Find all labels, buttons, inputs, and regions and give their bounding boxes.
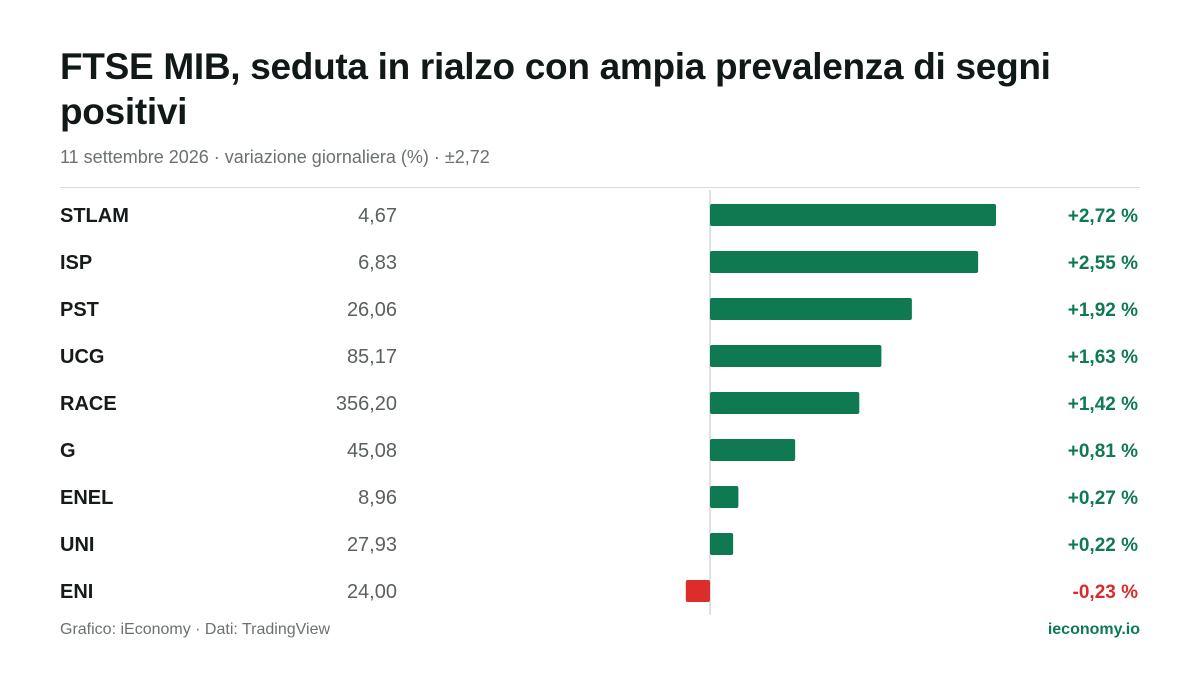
ticker-label: PST [60,299,99,321]
chart-title: FTSE MIB, seduta in rialzo con ampia pre… [60,46,1051,132]
value-label: +1,63 % [1068,347,1138,368]
bar [710,486,739,508]
bar [710,533,734,555]
price-label: 26,06 [347,299,397,321]
price-label: 45,08 [347,440,397,462]
bar [710,204,996,226]
bar [710,392,860,414]
source-credit: Grafico: iEconomy · Dati: TradingView [60,621,331,638]
bar [710,345,882,367]
value-label: +1,92 % [1068,300,1138,321]
header-divider [60,187,1140,188]
ticker-label: UNI [60,534,94,556]
ticker-label: G [60,440,76,462]
value-label: +0,81 % [1068,441,1138,462]
value-label: -0,23 % [1073,582,1139,603]
price-label: 85,17 [347,346,397,368]
price-label: 8,96 [358,487,397,509]
value-label: +2,72 % [1068,206,1138,227]
ticker-label: STLAM [60,205,129,227]
ticker-label: UCG [60,346,104,368]
value-label: +0,27 % [1068,488,1138,509]
ticker-label: ENI [60,581,93,603]
brand-link[interactable]: ieconomy.io [1047,621,1140,638]
price-label: 27,93 [347,534,397,556]
ticker-label: ENEL [60,487,113,509]
bar [710,251,979,273]
value-label: +0,22 % [1068,535,1138,556]
price-label: 4,67 [358,205,397,227]
bar [710,439,796,461]
ticker-label: RACE [60,393,117,415]
value-label: +1,42 % [1068,394,1138,415]
price-label: 356,20 [336,393,397,415]
ticker-label: ISP [60,252,92,274]
value-label: +2,55 % [1068,253,1138,274]
bar [685,580,710,602]
price-label: 24,00 [347,581,397,603]
chart-subtitle: 11 settembre 2026 · variazione giornalie… [60,147,490,167]
price-label: 6,83 [358,252,397,274]
bar [710,298,912,320]
